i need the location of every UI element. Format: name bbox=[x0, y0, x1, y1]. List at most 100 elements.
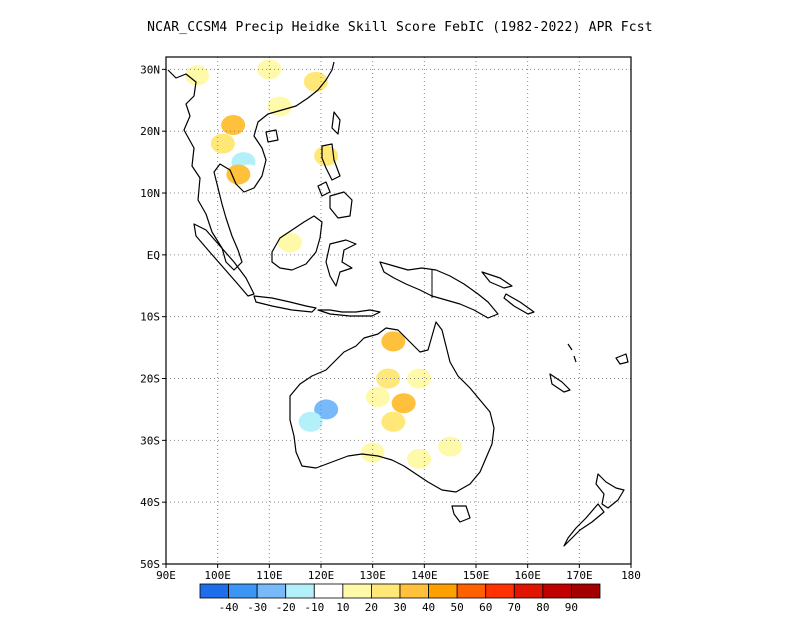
lon-tick-label: 110E bbox=[256, 569, 283, 582]
skill-patch bbox=[376, 368, 401, 389]
skill-patch bbox=[314, 145, 339, 166]
skill-patch bbox=[267, 96, 292, 117]
skill-patch bbox=[278, 232, 302, 253]
skill-patch bbox=[345, 430, 370, 451]
nz-north-island bbox=[595, 473, 625, 509]
lon-tick-label: 120E bbox=[308, 569, 335, 582]
colorbar-swatch bbox=[199, 583, 229, 599]
map-title: NCAR_CCSM4 Precip Heidke Skill Score Feb… bbox=[147, 20, 653, 35]
skill-patch bbox=[210, 133, 235, 154]
lon-tick-label: 170E bbox=[566, 569, 593, 582]
colorbar-swatch bbox=[485, 583, 515, 599]
lat-tick-label: EQ bbox=[147, 249, 160, 262]
lat-tick-label: 20N bbox=[140, 125, 160, 138]
skill-patch bbox=[407, 448, 432, 469]
skill-patch bbox=[438, 436, 463, 457]
colorbar-swatch bbox=[456, 583, 487, 599]
solomon-islands bbox=[503, 293, 535, 315]
graticule-grid bbox=[166, 57, 631, 564]
visayas-coast bbox=[317, 181, 331, 197]
fiji-islands bbox=[615, 353, 629, 365]
colorbar-label: 60 bbox=[479, 601, 492, 614]
colorbar-swatch bbox=[313, 583, 344, 599]
new-caledonia bbox=[549, 373, 571, 393]
skill-patch bbox=[365, 387, 390, 408]
skill-patch bbox=[427, 337, 452, 358]
colorbar-label: 10 bbox=[336, 601, 349, 614]
skill-patch bbox=[272, 77, 297, 98]
lat-tick-label: 40S bbox=[140, 496, 160, 509]
colorbar-label: -30 bbox=[247, 601, 267, 614]
colorbar-label: -10 bbox=[304, 601, 324, 614]
lat-tick-label: 10N bbox=[140, 187, 160, 200]
skill-shading-layer bbox=[185, 59, 463, 469]
skill-patch bbox=[391, 393, 416, 414]
bismarck-islands bbox=[481, 271, 513, 289]
skill-patch bbox=[298, 411, 323, 432]
colorbar-swatch bbox=[228, 583, 258, 599]
colorbar-label: 40 bbox=[422, 601, 435, 614]
lon-tick-label: 100E bbox=[204, 569, 231, 582]
australia-coast bbox=[289, 321, 495, 493]
colorbar-label: 30 bbox=[393, 601, 406, 614]
coastline-layer bbox=[167, 61, 629, 547]
colorbar-label: 70 bbox=[508, 601, 521, 614]
colorbar-legend: -40 -30 -20 -10 10 20 30 40 50 60 70 80 90 bbox=[199, 583, 601, 614]
skill-patch bbox=[226, 164, 251, 185]
skill-patch bbox=[221, 115, 246, 136]
skill-patch bbox=[360, 442, 385, 463]
lon-tick-label: 160E bbox=[514, 569, 541, 582]
mindanao-coast bbox=[329, 191, 353, 219]
lat-tick-label: 30S bbox=[140, 434, 160, 447]
skill-patch bbox=[417, 417, 442, 438]
colorbar-swatch bbox=[371, 583, 401, 599]
nz-south-island bbox=[563, 503, 605, 547]
borneo-coast bbox=[271, 215, 323, 271]
skill-patch bbox=[185, 65, 209, 86]
tasmania-coast bbox=[451, 505, 471, 523]
map-frame bbox=[165, 56, 632, 565]
lon-tick-label: 180 bbox=[621, 569, 641, 582]
lon-tick-label: 140E bbox=[411, 569, 438, 582]
colorbar-swatch bbox=[571, 583, 601, 599]
skill-patch bbox=[309, 430, 333, 451]
new-guinea-coast bbox=[379, 261, 499, 319]
java-coast bbox=[253, 295, 317, 313]
vanuatu-islands bbox=[567, 343, 577, 363]
sumatra-coast bbox=[193, 223, 255, 297]
colorbar-swatch bbox=[542, 583, 572, 599]
lon-tick-label: 90E bbox=[156, 569, 176, 582]
luzon-coast bbox=[321, 143, 341, 181]
colorbar-swatch bbox=[399, 583, 429, 599]
lesser-sunda-coast bbox=[317, 309, 381, 317]
colorbar-label: -20 bbox=[276, 601, 296, 614]
colorbar-swatch bbox=[256, 583, 287, 599]
skill-patch bbox=[381, 411, 406, 432]
lat-tick-label: 10S bbox=[140, 311, 160, 324]
skill-patch bbox=[381, 331, 406, 352]
skill-patch bbox=[407, 368, 432, 389]
lon-tick-label: 130E bbox=[359, 569, 386, 582]
lat-tick-label: 50S bbox=[140, 558, 160, 571]
colorbar-label: 80 bbox=[536, 601, 549, 614]
taiwan-coast bbox=[331, 111, 341, 135]
colorbar-label: -40 bbox=[219, 601, 239, 614]
lat-tick-label: 20S bbox=[140, 373, 160, 386]
colorbar-swatch bbox=[513, 583, 544, 599]
skill-patch bbox=[334, 263, 359, 284]
colorbar-label: 20 bbox=[365, 601, 378, 614]
sulawesi-coast bbox=[325, 239, 357, 287]
colorbar-label: 50 bbox=[451, 601, 464, 614]
lon-tick-label: 150E bbox=[463, 569, 490, 582]
colorbar-swatch bbox=[342, 583, 372, 599]
colorbar-label: 90 bbox=[565, 601, 578, 614]
lat-tick-label: 30N bbox=[140, 63, 160, 76]
colorbar-swatch bbox=[285, 583, 315, 599]
colorbar-swatch bbox=[428, 583, 458, 599]
skill-patch bbox=[314, 399, 339, 420]
asia-mainland-coast bbox=[167, 61, 335, 271]
hainan-coast bbox=[265, 129, 279, 143]
skill-patch bbox=[303, 71, 328, 92]
